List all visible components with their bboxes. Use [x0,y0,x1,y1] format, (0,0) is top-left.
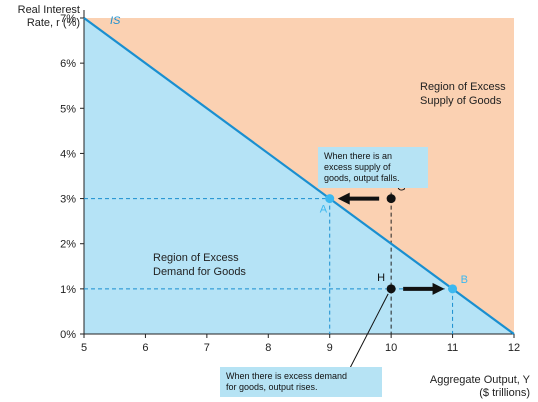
y-axis-label-line1: Real Interest [17,4,80,16]
x-tick-label: 5 [81,342,87,354]
is-curve [83,17,515,335]
y-axis-label: Real Interest Rate, r (%) [2,4,80,30]
callout-top-line3: goods, output falls. [324,173,400,183]
y-tick-label: 1% [60,284,76,296]
y-tick-label: 0% [60,329,76,341]
callout-bottom-line1: When there is excess demand [226,371,348,381]
is-curve-label: IS [110,15,121,27]
region-excess-supply-label: Region of Excess Supply of Goods [420,80,506,108]
x-tick-label: 8 [265,342,271,354]
callout-top-line2: excess supply of [324,162,391,172]
x-tick-label: 6 [142,342,148,354]
x-axis-label-line1: Aggregate Output, Y [429,374,530,386]
callout-excess-demand: When there is excess demand for goods, o… [220,367,382,397]
arrow-head-right [432,282,445,295]
point-label-h: H [377,272,385,284]
x-tick-label: 7 [204,342,210,354]
y-tick-label: 3% [60,194,76,206]
region-demand-line2: Demand for Goods [153,266,246,278]
point-label-a: A [320,204,328,216]
x-tick-label: 12 [508,342,520,354]
x-axis-label: Aggregate Output, Y ($ trillions) [390,374,530,400]
y-tick-label: 4% [60,148,76,160]
point-g [386,194,396,204]
callout-excess-supply: When there is an excess supply of goods,… [318,147,428,188]
point-h [386,284,396,294]
y-tick-label: 7% [60,13,76,25]
y-tick-label: 6% [60,58,76,70]
x-axis-label-line2: ($ trillions) [479,387,530,399]
arrow-head-left [337,192,350,205]
y-axis-label-line2: Rate, r (%) [26,17,80,29]
region-excess-demand-label: Region of Excess Demand for Goods [153,251,246,279]
point-label-b: B [461,274,468,286]
y-tick-label: 5% [60,103,76,115]
point-b [448,284,458,294]
callout-top-line1: When there is an [324,151,393,161]
x-tick-label: 10 [385,342,397,354]
region-supply-line1: Region of Excess [420,81,506,93]
point-a [325,194,335,204]
region-supply-line2: Supply of Goods [420,95,502,107]
x-tick-label: 11 [447,342,458,354]
callout-bottom-pointer [349,293,389,369]
region-demand-line1: Region of Excess [153,252,239,264]
callout-bottom-line2: for goods, output rises. [226,382,318,392]
x-tick-label: 9 [327,342,333,354]
y-tick-label: 2% [60,239,76,251]
